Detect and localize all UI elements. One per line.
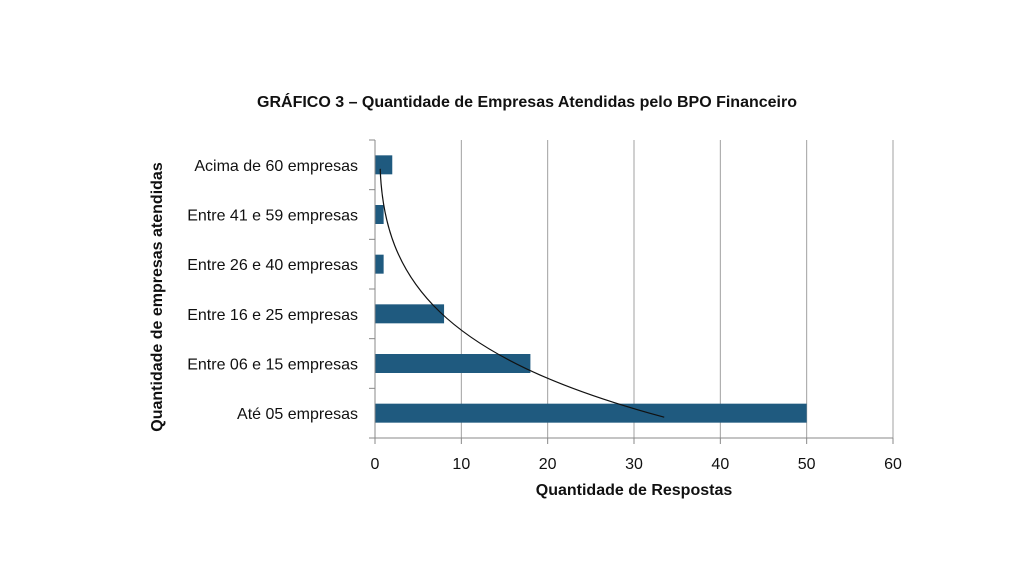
category-label: Entre 41 e 59 empresas: [187, 208, 358, 225]
y-category-labels: Acima de 60 empresas Entre 41 e 59 empres…: [187, 158, 358, 423]
bar: [375, 304, 445, 324]
x-tick-labels: 0 10 20 30 40 50 60: [371, 456, 902, 473]
x-tick-label: 20: [539, 456, 557, 473]
chart-title: GRÁFICO 3 – Quantidade de Empresas Atend…: [257, 92, 797, 111]
category-label: Entre 06 e 15 empresas: [187, 357, 358, 374]
category-label: Entre 16 e 25 empresas: [187, 307, 358, 324]
y-axis-title: Quantidade de empresas atendidas: [149, 162, 166, 432]
x-tick-label: 60: [884, 456, 902, 473]
x-tick-label: 40: [711, 456, 729, 473]
grid-lines: [460, 140, 894, 438]
category-label: Até 05 empresas: [237, 406, 358, 423]
x-axis-title: Quantidade de Respostas: [536, 482, 733, 499]
category-label: Acima de 60 empresas: [194, 158, 358, 175]
bar: [375, 155, 393, 175]
bar: [375, 403, 807, 423]
x-tick-label: 30: [625, 456, 643, 473]
trendline: [379, 168, 665, 418]
bar: [375, 205, 384, 224]
x-tick-label: 0: [371, 456, 380, 473]
bar: [375, 354, 531, 373]
axes: [369, 139, 894, 444]
x-tick-label: 50: [798, 456, 816, 473]
x-tick-label: 10: [452, 456, 470, 473]
bars: [375, 155, 807, 423]
bar: [375, 254, 384, 274]
category-label: Entre 26 e 40 empresas: [187, 257, 358, 274]
